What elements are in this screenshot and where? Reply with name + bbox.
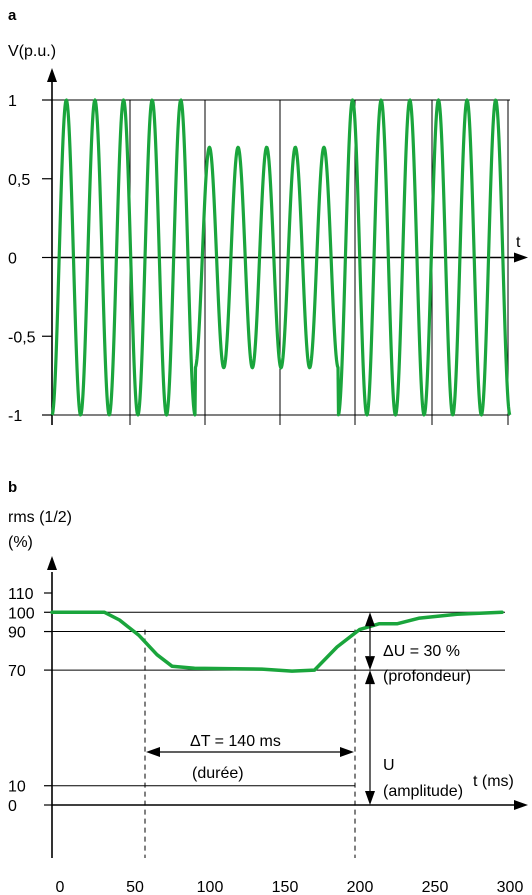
annotation-delta-u: ΔU = 30 % — [383, 643, 460, 660]
y-tick-label-b-4: 10 — [8, 779, 26, 796]
panel-b-letter: b — [8, 479, 17, 496]
y-axis-arrow-b — [47, 556, 57, 570]
panel-b-ylabel-line1: rms (1/2) — [8, 509, 72, 526]
y-tick-label-b-5: 0 — [8, 798, 17, 815]
y-tick-label-a-4: -1 — [8, 408, 22, 425]
x-tick-label-b-4: 200 — [347, 879, 374, 895]
panel-a-letter: a — [8, 7, 17, 24]
delta-u-arrow-up — [365, 612, 375, 627]
x-tick-label-b-6: 300 — [497, 879, 524, 895]
y-tick-label-a-3: -0,5 — [8, 329, 36, 346]
x-tick-label-b-1: 50 — [126, 879, 144, 895]
y-axis-arrow-a — [47, 68, 57, 82]
y-tick-label-b-2: 90 — [8, 625, 26, 642]
y-tick-label-a-2: 0 — [8, 251, 17, 268]
x-tick-label-b-0: 0 — [56, 879, 65, 895]
x-tick-label-b-2: 100 — [197, 879, 224, 895]
x-tick-label-b-5: 250 — [422, 879, 449, 895]
delta-u-arrow-down — [365, 656, 375, 671]
u-arrow-down — [365, 791, 375, 805]
annotation-u: U — [383, 757, 395, 774]
delta-t-arrow-right — [340, 747, 354, 757]
annotation-delta-u-sub: (profondeur) — [383, 668, 471, 685]
annotation-u-sub: (amplitude) — [383, 783, 463, 800]
chart-panel-b: b rms (1/2) (%) t (ms) ΔT = 140 ms (duré… — [8, 479, 528, 895]
panel-b-xlabel: t (ms) — [473, 773, 514, 790]
panel-b-ylabel-line2: (%) — [8, 534, 33, 551]
panel-a-xlabel: t — [516, 234, 521, 251]
chart-panel-a: a V(p.u.) t 1 0,5 0 -0,5 -1 — [8, 7, 528, 425]
panel-a-ylabel: V(p.u.) — [8, 43, 56, 60]
y-tick-label-b-3: 70 — [8, 663, 26, 680]
delta-t-arrow-left — [146, 747, 160, 757]
x-axis-arrow-a — [514, 252, 528, 263]
y-tick-label-b-0: 110 — [8, 586, 34, 603]
y-tick-label-a-1: 0,5 — [8, 172, 30, 189]
annotation-delta-t-sub: (durée) — [192, 765, 244, 782]
y-tick-label-b-1: 100 — [8, 605, 35, 622]
y-tick-label-a-0: 1 — [8, 93, 17, 110]
annotation-delta-t: ΔT = 140 ms — [190, 733, 281, 750]
rms-curve-series — [50, 610, 504, 673]
voltage-waveform-series — [50, 98, 512, 417]
u-arrow-up — [365, 670, 375, 685]
x-axis-arrow-b — [514, 800, 528, 810]
x-tick-label-b-3: 150 — [272, 879, 299, 895]
